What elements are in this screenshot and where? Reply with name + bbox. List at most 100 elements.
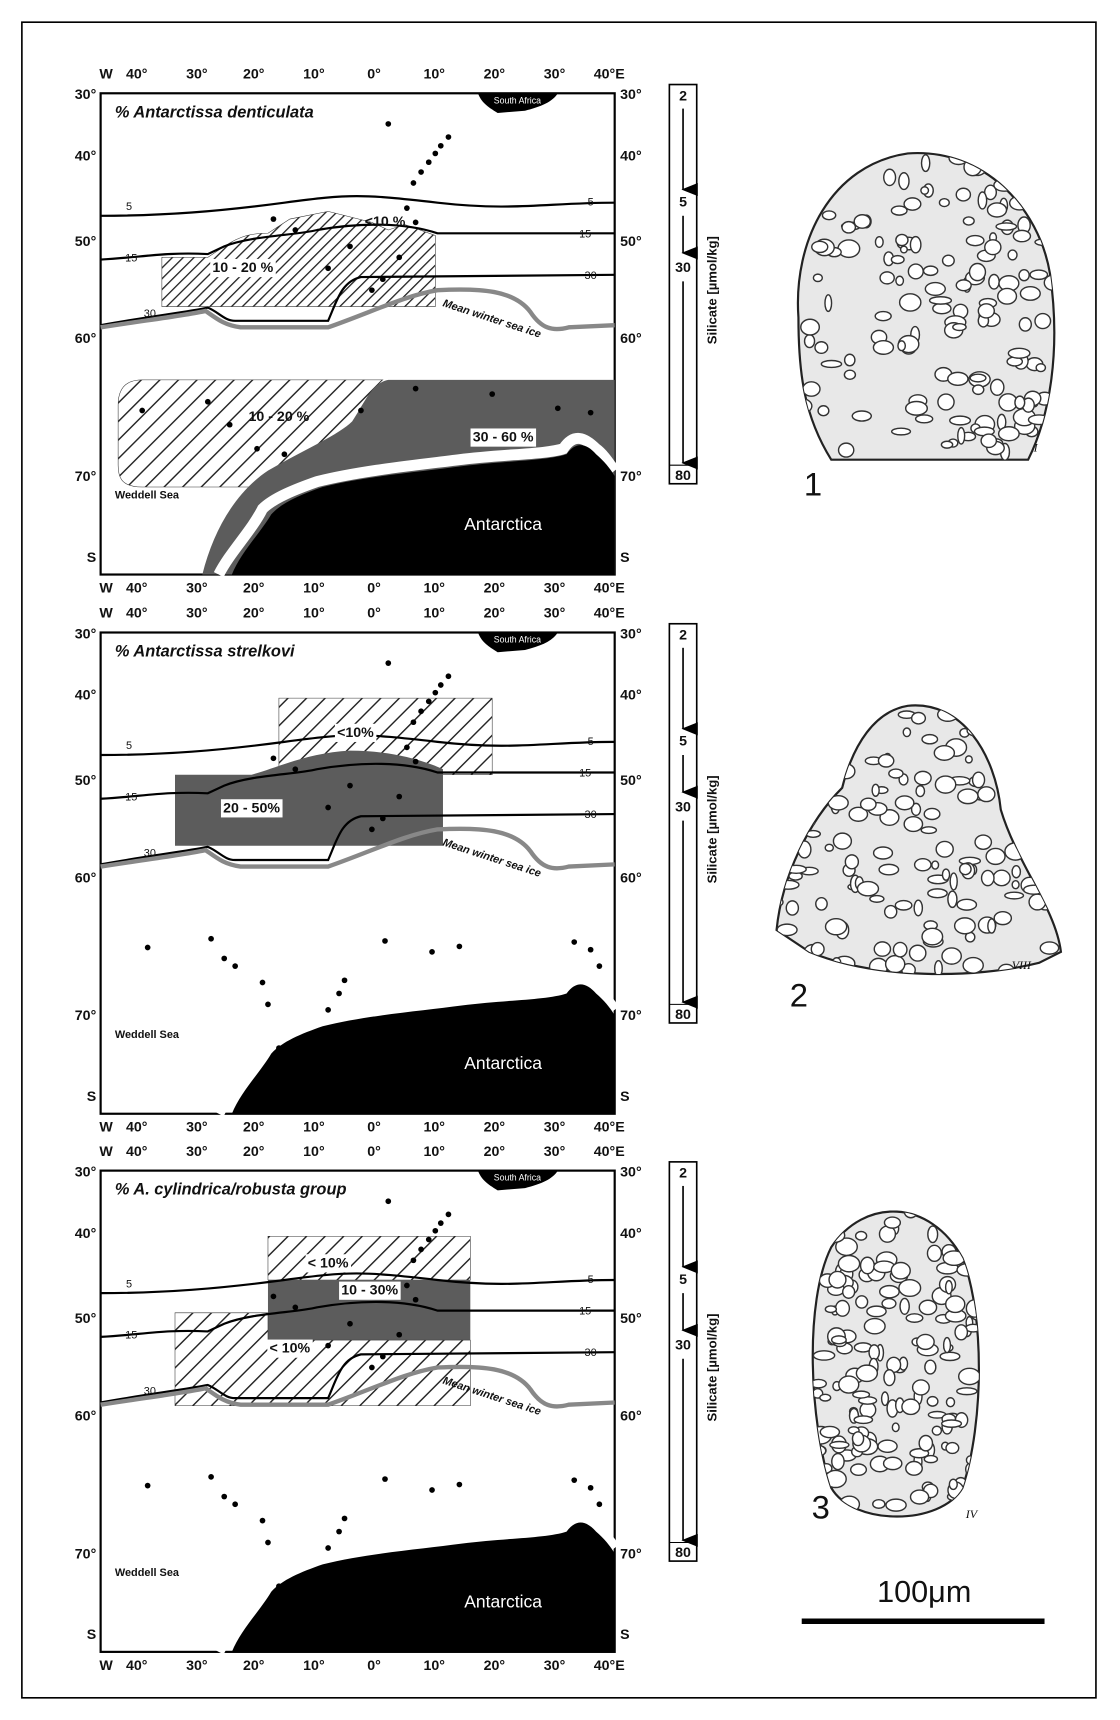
pore xyxy=(959,1368,980,1384)
pore xyxy=(798,841,811,858)
pore xyxy=(1019,735,1033,751)
pore xyxy=(792,727,810,741)
pore xyxy=(861,1257,875,1273)
pore xyxy=(943,1251,965,1265)
pore xyxy=(950,873,957,890)
lon-label: 0° xyxy=(367,66,381,82)
lon-label: 30° xyxy=(544,1144,566,1160)
station-dot xyxy=(446,134,452,140)
station-dot xyxy=(347,1321,353,1327)
pore xyxy=(873,1500,885,1509)
pore xyxy=(835,1212,847,1229)
station-dot xyxy=(292,227,298,233)
pore xyxy=(913,1380,930,1395)
pore xyxy=(777,880,799,889)
pore xyxy=(838,240,860,257)
station-dot xyxy=(254,446,260,452)
zone-label: 30 - 60 % xyxy=(473,430,534,446)
plate-label: VIII xyxy=(1012,958,1032,972)
pore xyxy=(941,441,952,448)
station-dot xyxy=(411,719,417,725)
pore xyxy=(813,274,822,281)
lon-label: 20° xyxy=(243,606,265,622)
lon-label: 20° xyxy=(484,606,506,622)
pore xyxy=(957,899,976,910)
lon-label: W xyxy=(99,581,113,597)
pore xyxy=(896,276,903,285)
pore xyxy=(1024,885,1044,894)
zone-label: 10 - 20 % xyxy=(212,260,273,276)
station-dot xyxy=(265,1002,271,1008)
pore xyxy=(803,382,820,396)
station-dot xyxy=(413,220,419,226)
pore xyxy=(946,1296,965,1313)
pore xyxy=(906,1462,922,1476)
lat-label: 70° xyxy=(75,469,97,485)
pore xyxy=(880,272,894,284)
lat-label: 60° xyxy=(75,1408,97,1424)
silicate-value: 2 xyxy=(679,1166,687,1182)
station-dot xyxy=(396,1332,402,1338)
map-label: South Africa xyxy=(494,95,541,105)
pore xyxy=(917,1334,934,1349)
pore xyxy=(796,726,803,739)
pore xyxy=(845,855,858,869)
contour-label: 5 xyxy=(588,736,594,748)
lon-label: 20° xyxy=(243,581,265,597)
pore xyxy=(922,928,943,945)
zone-label: 10 - 30% xyxy=(341,1283,398,1299)
pore xyxy=(967,1240,983,1253)
pore xyxy=(773,840,780,852)
station-dot xyxy=(358,408,364,414)
pore xyxy=(797,199,815,214)
pore xyxy=(815,342,828,354)
pore xyxy=(873,341,893,355)
silicate-value: 80 xyxy=(675,468,691,484)
station-dot xyxy=(292,766,298,772)
lon-label: 0° xyxy=(367,606,381,622)
station-dot xyxy=(369,287,375,293)
lon-label: 0° xyxy=(367,1144,381,1160)
pore xyxy=(1012,866,1020,878)
pore xyxy=(985,240,1001,255)
pore xyxy=(831,164,845,175)
lon-label: W xyxy=(99,1144,113,1160)
pore xyxy=(844,370,855,379)
pore xyxy=(919,1300,936,1314)
lat-label: 30° xyxy=(620,1165,642,1181)
lat-label: 70° xyxy=(75,1008,97,1024)
pore xyxy=(1036,364,1045,372)
lon-label: 20° xyxy=(243,1120,265,1136)
map-label: Antarctica xyxy=(464,514,542,534)
pore xyxy=(927,1397,938,1407)
pore xyxy=(955,1325,967,1340)
pore xyxy=(1017,180,1028,197)
pore xyxy=(981,434,996,447)
lat-label: 50° xyxy=(620,773,642,789)
station-dot xyxy=(260,980,266,986)
pore xyxy=(963,958,983,974)
station-dot xyxy=(380,816,386,822)
pore xyxy=(971,1461,980,1478)
pore xyxy=(973,385,984,394)
station-dot xyxy=(571,1477,577,1483)
map-panel: <10%20 - 50%% Antarctissa strelkoviSouth… xyxy=(75,606,720,1136)
pore xyxy=(874,847,893,859)
zone-label: < 10% xyxy=(270,1341,311,1357)
pore xyxy=(915,859,931,871)
scale-bar-label: 100μm xyxy=(877,1575,971,1609)
plate-label: I xyxy=(1033,441,1039,455)
pore xyxy=(910,237,920,253)
pore xyxy=(912,712,926,723)
lon-label: 40° xyxy=(126,1658,148,1674)
pore xyxy=(946,1398,954,1407)
contour-label: 5 xyxy=(588,197,594,209)
station-dot xyxy=(221,956,227,962)
pore xyxy=(884,169,896,185)
station-dot xyxy=(457,1482,463,1488)
pore xyxy=(932,861,939,869)
lat-label: 60° xyxy=(75,870,97,886)
pore xyxy=(989,274,999,289)
pore xyxy=(885,906,897,918)
pore xyxy=(784,818,799,832)
